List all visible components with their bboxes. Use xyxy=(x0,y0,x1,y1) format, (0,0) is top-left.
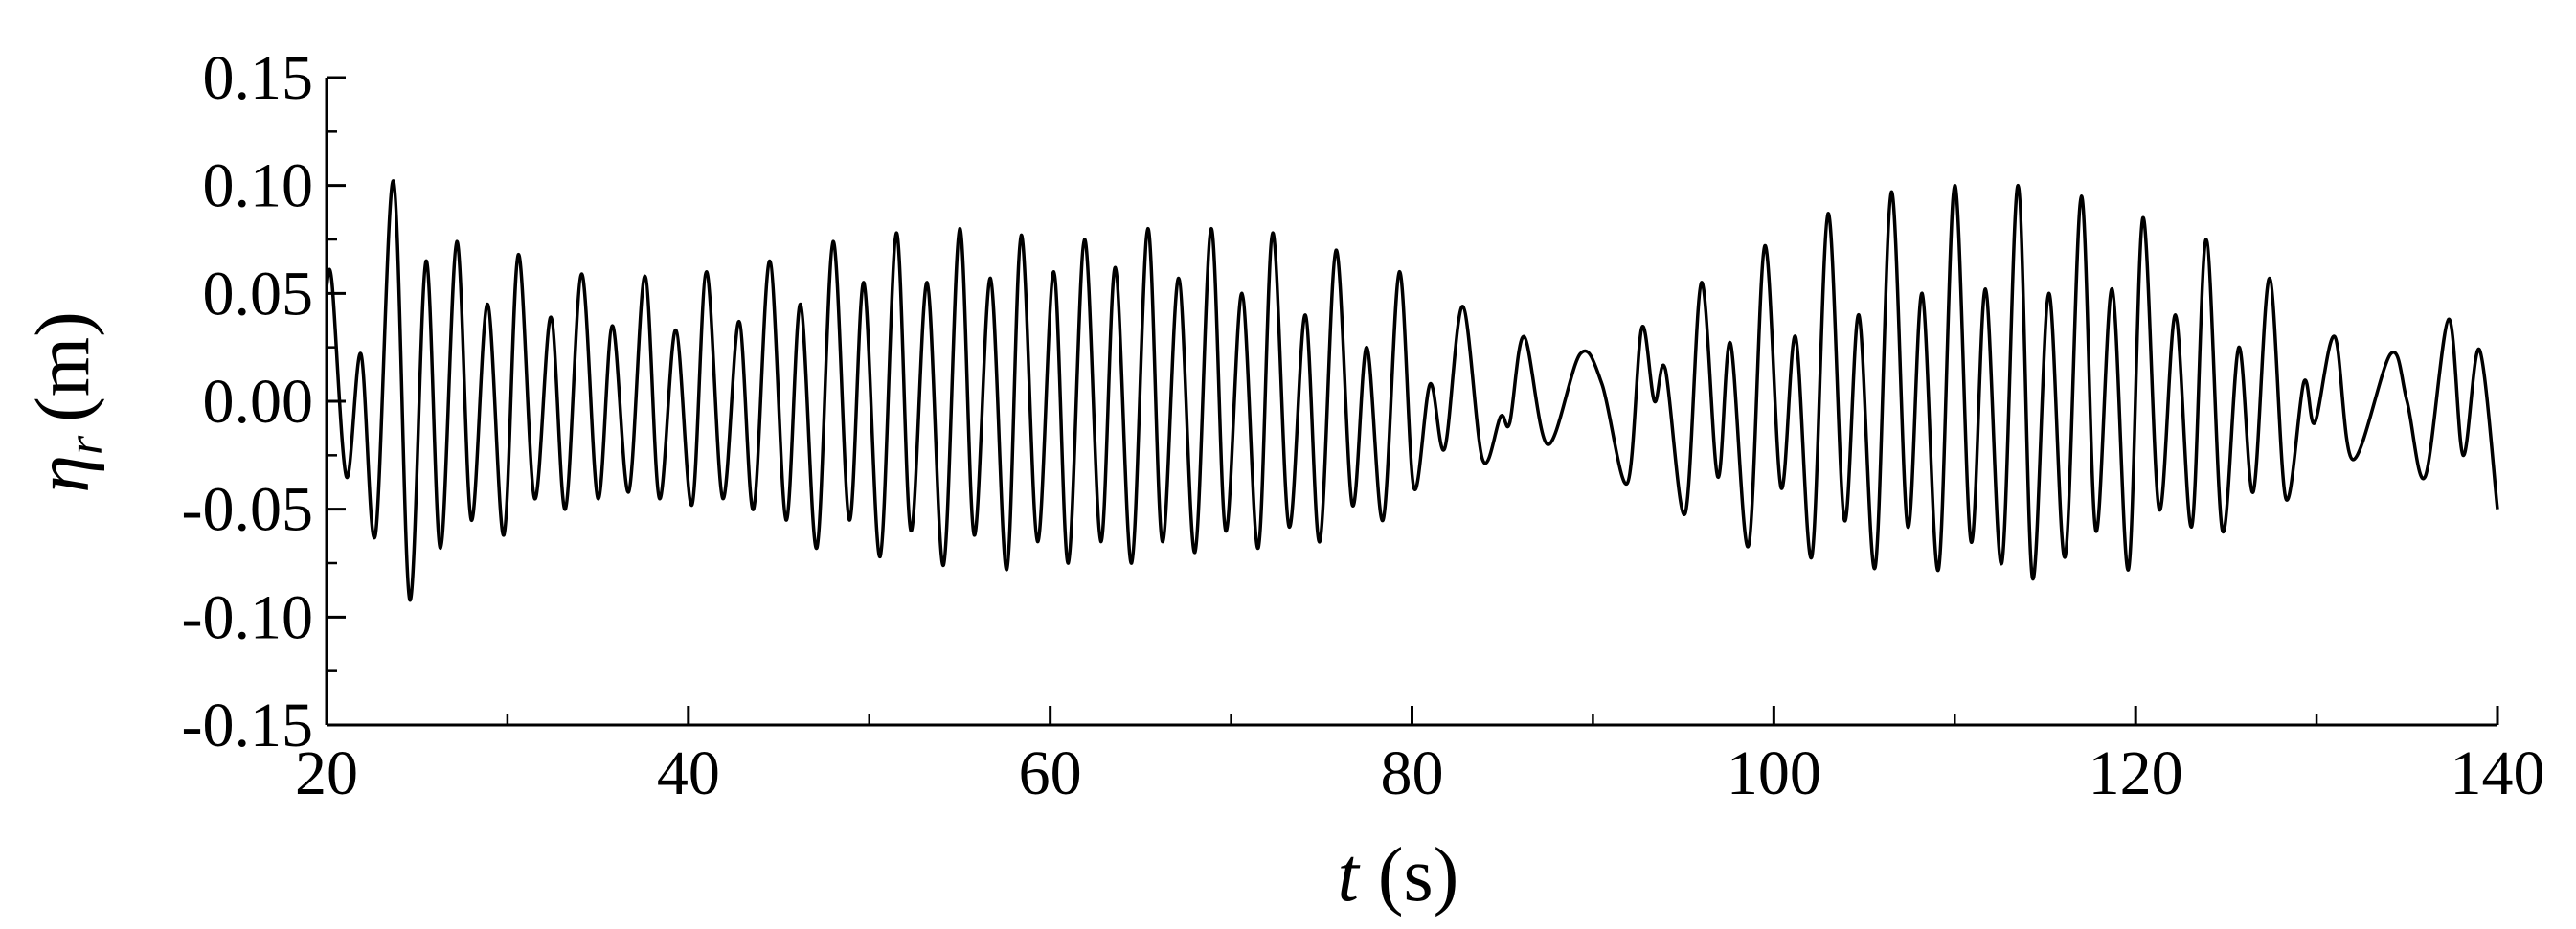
y-tick-label: 0.05 xyxy=(203,259,314,329)
x-tick-label: 40 xyxy=(657,738,720,808)
y-label-unit: (m) xyxy=(21,311,105,422)
x-label-unit: (s) xyxy=(1378,833,1458,918)
y-tick-label: 0.15 xyxy=(203,43,314,113)
y-axis-label: ηr (m) xyxy=(21,311,113,492)
y-tick-label: 0.10 xyxy=(203,151,314,221)
y-tick-label: -0.15 xyxy=(182,691,313,760)
y-label-subscript: r xyxy=(58,435,113,455)
x-label-symbol: t xyxy=(1338,833,1361,918)
y-tick-label: -0.05 xyxy=(182,475,313,545)
x-tick-label: 60 xyxy=(1019,738,1082,808)
y-label-symbol: η xyxy=(21,455,105,493)
x-tick-label: 100 xyxy=(1727,738,1821,808)
x-tick-label: 120 xyxy=(2089,738,2183,808)
y-tick-label: -0.10 xyxy=(182,582,313,652)
y-tick-label: 0.00 xyxy=(203,367,314,437)
x-tick-label: 140 xyxy=(2451,738,2545,808)
x-axis-label: t (s) xyxy=(1338,833,1459,918)
data-line xyxy=(325,179,2499,602)
x-tick-label: 20 xyxy=(295,738,358,808)
x-tick-label: 80 xyxy=(1381,738,1444,808)
